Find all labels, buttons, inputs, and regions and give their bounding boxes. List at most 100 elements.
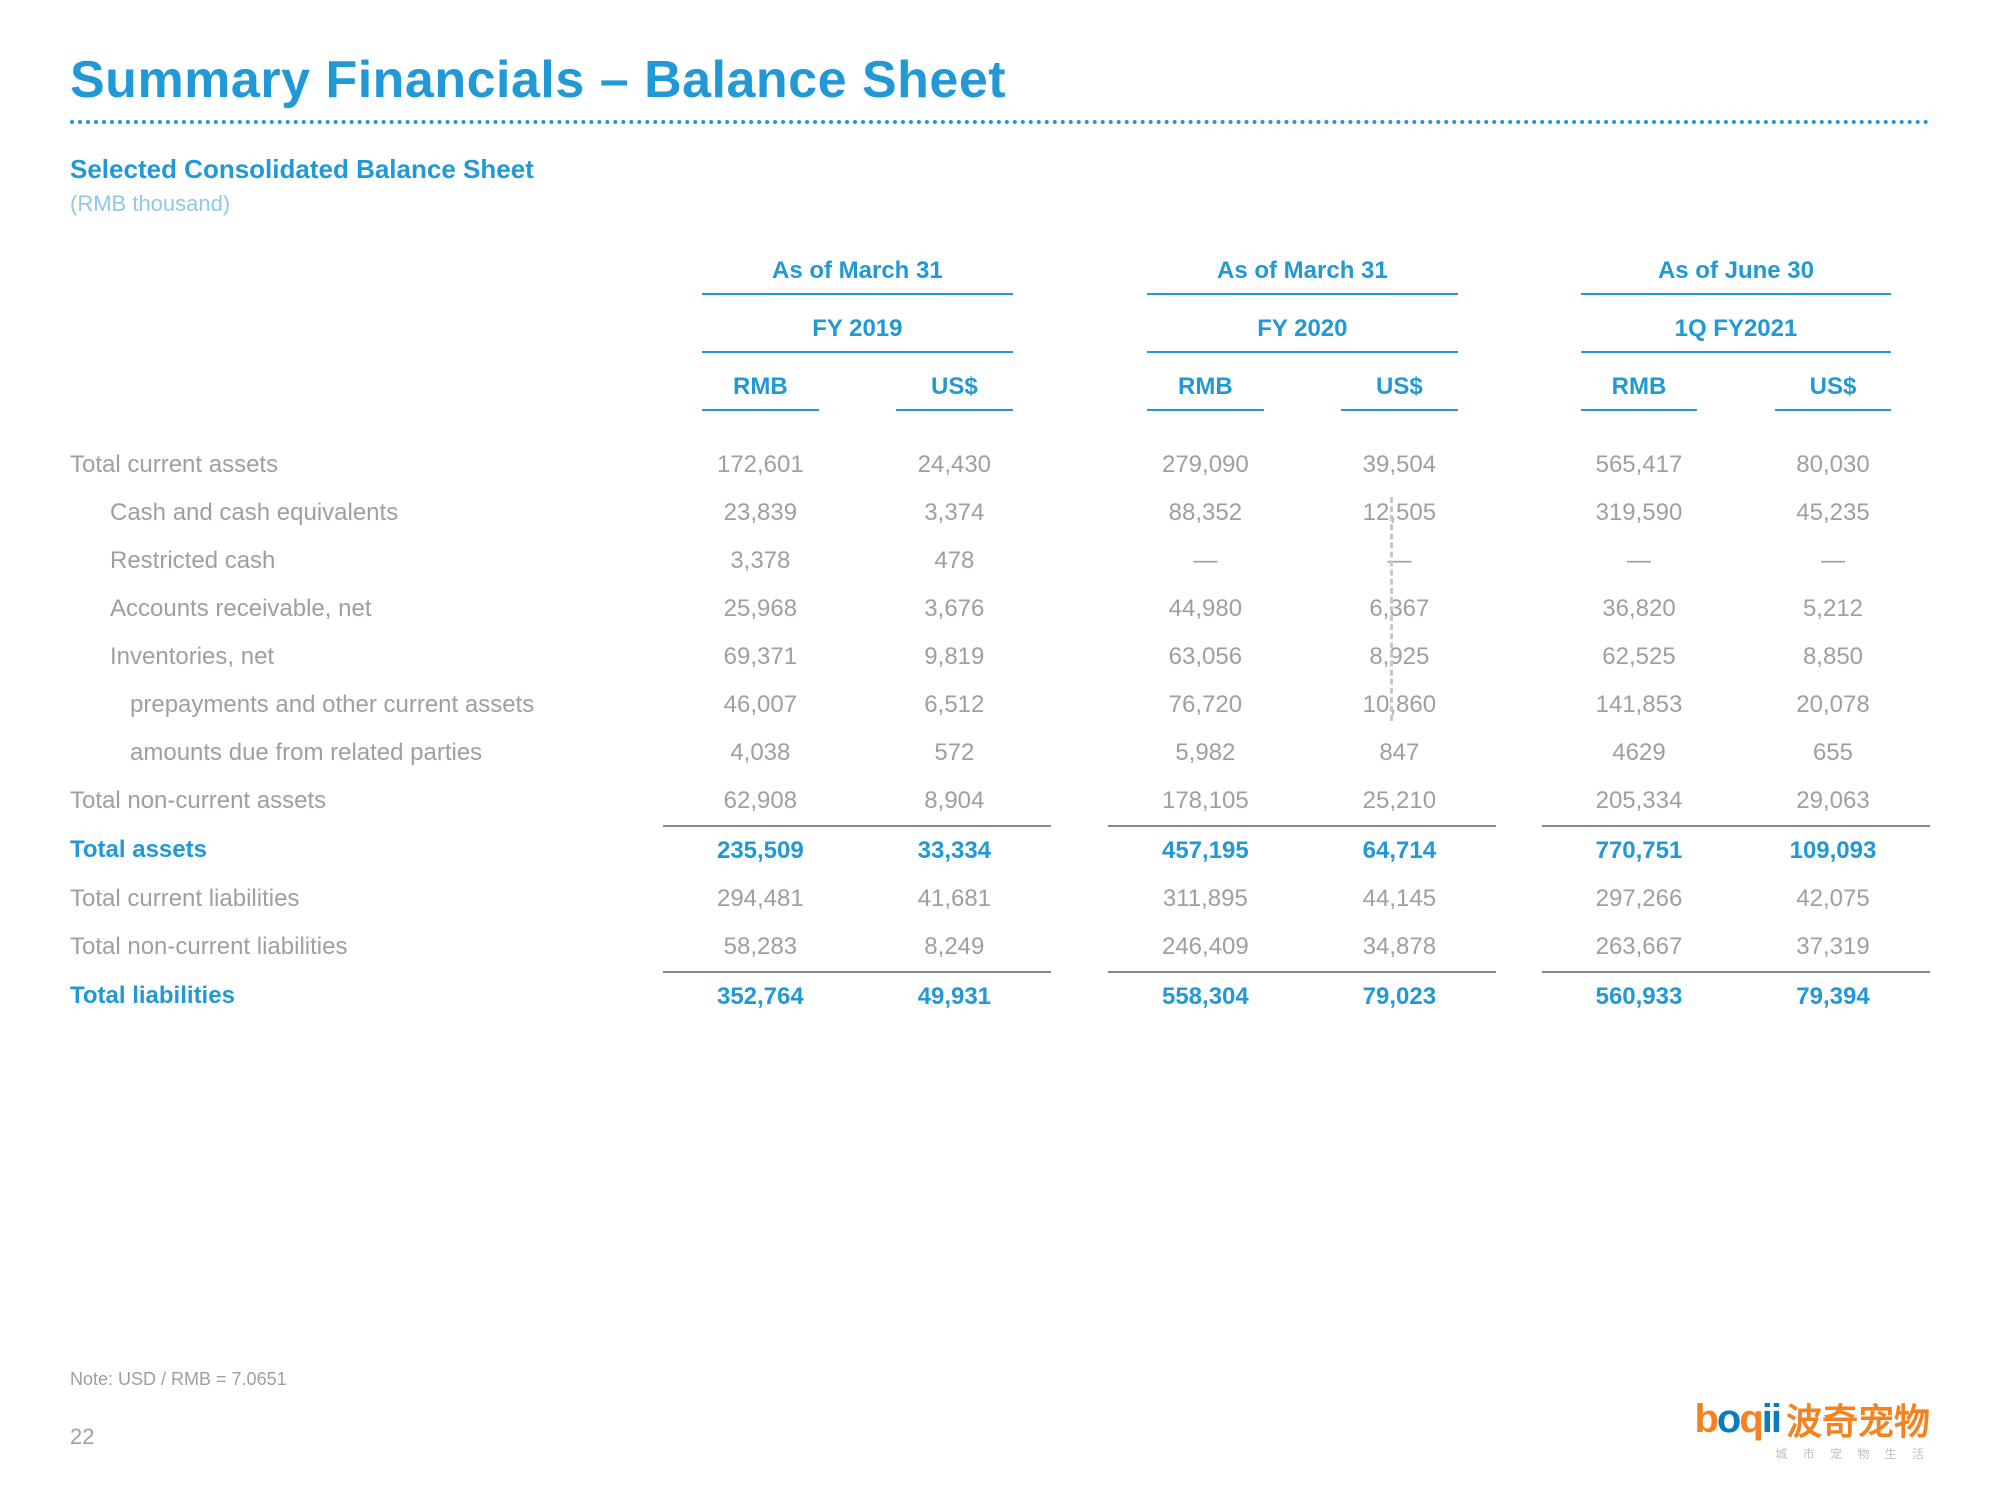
title-divider: [70, 120, 1930, 124]
currency-header: US$: [1341, 373, 1457, 411]
currency-header: US$: [1775, 373, 1891, 411]
cell-value: 63,056: [1108, 633, 1302, 681]
table-row: Cash and cash equivalents23,8393,37488,3…: [70, 489, 1930, 537]
cell-value: 64,714: [1302, 825, 1496, 875]
table-row: Inventories, net69,3719,81963,0568,92562…: [70, 633, 1930, 681]
cell-value: 62,525: [1542, 633, 1736, 681]
period-asof: As of March 31: [702, 257, 1012, 295]
cell-value: 352,764: [663, 971, 857, 1021]
row-label: Accounts receivable, net: [70, 585, 663, 633]
cell-value: 88,352: [1108, 489, 1302, 537]
logo-subtext: 城 市 宠 物 生 活: [1775, 1445, 1930, 1462]
period-fy: FY 2019: [702, 315, 1012, 353]
currency-header: RMB: [702, 373, 818, 411]
table-row: Total current liabilities294,48141,68131…: [70, 875, 1930, 923]
period-fy: 1Q FY2021: [1581, 315, 1891, 353]
brand-logo: boqii 波奇宠物: [1694, 1393, 1930, 1445]
header-fy-row: FY 2019 FY 2020 1Q FY2021: [70, 305, 1930, 363]
cell-value: 847: [1302, 729, 1496, 777]
cell-value: 770,751: [1542, 825, 1736, 875]
cell-value: 109,093: [1736, 825, 1930, 875]
table-row: Total non-current liabilities58,2838,249…: [70, 923, 1930, 971]
cell-value: 46,007: [663, 681, 857, 729]
period-divider: [1390, 497, 1393, 721]
row-label: Total current liabilities: [70, 875, 663, 923]
cell-value: 36,820: [1542, 585, 1736, 633]
row-label: Total liabilities: [70, 971, 663, 1021]
row-label: prepayments and other current assets: [70, 681, 663, 729]
cell-value: 172,601: [663, 441, 857, 489]
cell-value: 319,590: [1542, 489, 1736, 537]
cell-value: —: [1302, 537, 1496, 585]
header-currency-row: RMB US$ RMB US$ RMB US$: [70, 363, 1930, 421]
cell-value: 10,860: [1302, 681, 1496, 729]
cell-value: 62,908: [663, 777, 857, 825]
cell-value: 24,430: [857, 441, 1051, 489]
logo-text: 波奇宠物: [1786, 1393, 1930, 1445]
cell-value: 3,374: [857, 489, 1051, 537]
cell-value: 25,968: [663, 585, 857, 633]
cell-value: 49,931: [857, 971, 1051, 1021]
cell-value: 205,334: [1542, 777, 1736, 825]
cell-value: 37,319: [1736, 923, 1930, 971]
currency-header: US$: [896, 373, 1012, 411]
balance-sheet-table: As of March 31 As of March 31 As of June…: [70, 247, 1930, 1021]
cell-value: 69,371: [663, 633, 857, 681]
cell-value: 8,249: [857, 923, 1051, 971]
cell-value: 20,078: [1736, 681, 1930, 729]
unit-label: (RMB thousand): [70, 191, 1930, 217]
cell-value: 565,417: [1542, 441, 1736, 489]
currency-header: RMB: [1581, 373, 1697, 411]
cell-value: 263,667: [1542, 923, 1736, 971]
row-label: Inventories, net: [70, 633, 663, 681]
cell-value: 79,394: [1736, 971, 1930, 1021]
header-asof-row: As of March 31 As of March 31 As of June…: [70, 247, 1930, 305]
cell-value: 178,105: [1108, 777, 1302, 825]
cell-value: 4629: [1542, 729, 1736, 777]
row-label: Total assets: [70, 825, 663, 875]
cell-value: 6,512: [857, 681, 1051, 729]
cell-value: 33,334: [857, 825, 1051, 875]
cell-value: 246,409: [1108, 923, 1302, 971]
cell-value: —: [1108, 537, 1302, 585]
cell-value: 235,509: [663, 825, 857, 875]
cell-value: 44,145: [1302, 875, 1496, 923]
cell-value: 4,038: [663, 729, 857, 777]
cell-value: 34,878: [1302, 923, 1496, 971]
cell-value: 25,210: [1302, 777, 1496, 825]
row-label: Total non-current assets: [70, 777, 663, 825]
cell-value: 560,933: [1542, 971, 1736, 1021]
cell-value: 279,090: [1108, 441, 1302, 489]
cell-value: 5,982: [1108, 729, 1302, 777]
cell-value: —: [1736, 537, 1930, 585]
cell-value: 45,235: [1736, 489, 1930, 537]
cell-value: 3,378: [663, 537, 857, 585]
cell-value: 42,075: [1736, 875, 1930, 923]
cell-value: 79,023: [1302, 971, 1496, 1021]
cell-value: 141,853: [1542, 681, 1736, 729]
cell-value: 12,505: [1302, 489, 1496, 537]
cell-value: 76,720: [1108, 681, 1302, 729]
table-row: amounts due from related parties4,038572…: [70, 729, 1930, 777]
period-asof: As of June 30: [1581, 257, 1891, 295]
cell-value: 80,030: [1736, 441, 1930, 489]
cell-value: 297,266: [1542, 875, 1736, 923]
page-title: Summary Financials – Balance Sheet: [70, 50, 1930, 110]
table-row: Restricted cash3,378478————: [70, 537, 1930, 585]
table-row: prepayments and other current assets46,0…: [70, 681, 1930, 729]
table-row: Total non-current assets62,9088,904 178,1…: [70, 777, 1930, 825]
row-label: Cash and cash equivalents: [70, 489, 663, 537]
cell-value: 6,367: [1302, 585, 1496, 633]
cell-value: 457,195: [1108, 825, 1302, 875]
table-row: Accounts receivable, net25,9683,67644,98…: [70, 585, 1930, 633]
cell-value: 8,925: [1302, 633, 1496, 681]
cell-value: 572: [857, 729, 1051, 777]
cell-value: 29,063: [1736, 777, 1930, 825]
cell-value: 8,904: [857, 777, 1051, 825]
row-label: Restricted cash: [70, 537, 663, 585]
period-asof: As of March 31: [1147, 257, 1457, 295]
cell-value: 558,304: [1108, 971, 1302, 1021]
period-fy: FY 2020: [1147, 315, 1457, 353]
cell-value: 8,850: [1736, 633, 1930, 681]
cell-value: 44,980: [1108, 585, 1302, 633]
